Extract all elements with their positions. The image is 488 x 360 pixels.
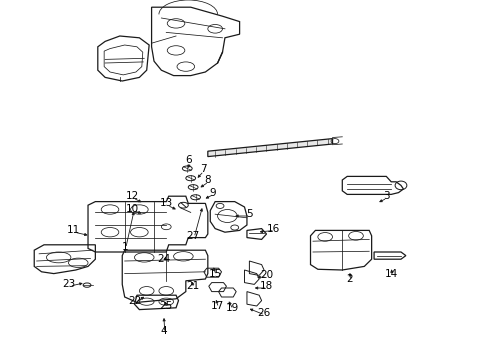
Text: 4: 4 (160, 326, 167, 336)
Text: 5: 5 (245, 209, 252, 219)
Text: 15: 15 (208, 269, 222, 279)
Text: 2: 2 (346, 274, 352, 284)
Text: 27: 27 (186, 231, 200, 241)
Text: 21: 21 (186, 281, 200, 291)
Text: 10: 10 (125, 204, 138, 214)
Polygon shape (207, 139, 332, 157)
Text: 9: 9 (209, 188, 216, 198)
Text: 1: 1 (121, 242, 128, 252)
Text: 19: 19 (225, 303, 239, 313)
Text: 18: 18 (259, 281, 273, 291)
Text: 8: 8 (204, 175, 211, 185)
Text: 14: 14 (384, 269, 397, 279)
Text: 17: 17 (210, 301, 224, 311)
Text: 12: 12 (125, 191, 139, 201)
Text: 26: 26 (257, 308, 270, 318)
Text: 20: 20 (260, 270, 272, 280)
Text: 16: 16 (266, 224, 280, 234)
Text: 22: 22 (127, 296, 141, 306)
Text: 23: 23 (61, 279, 75, 289)
Text: 6: 6 (184, 155, 191, 165)
Text: 11: 11 (66, 225, 80, 235)
Text: 3: 3 (382, 191, 389, 201)
Text: 7: 7 (199, 164, 206, 174)
Text: 25: 25 (159, 301, 173, 311)
Text: 13: 13 (159, 198, 173, 208)
Text: 24: 24 (157, 254, 170, 264)
